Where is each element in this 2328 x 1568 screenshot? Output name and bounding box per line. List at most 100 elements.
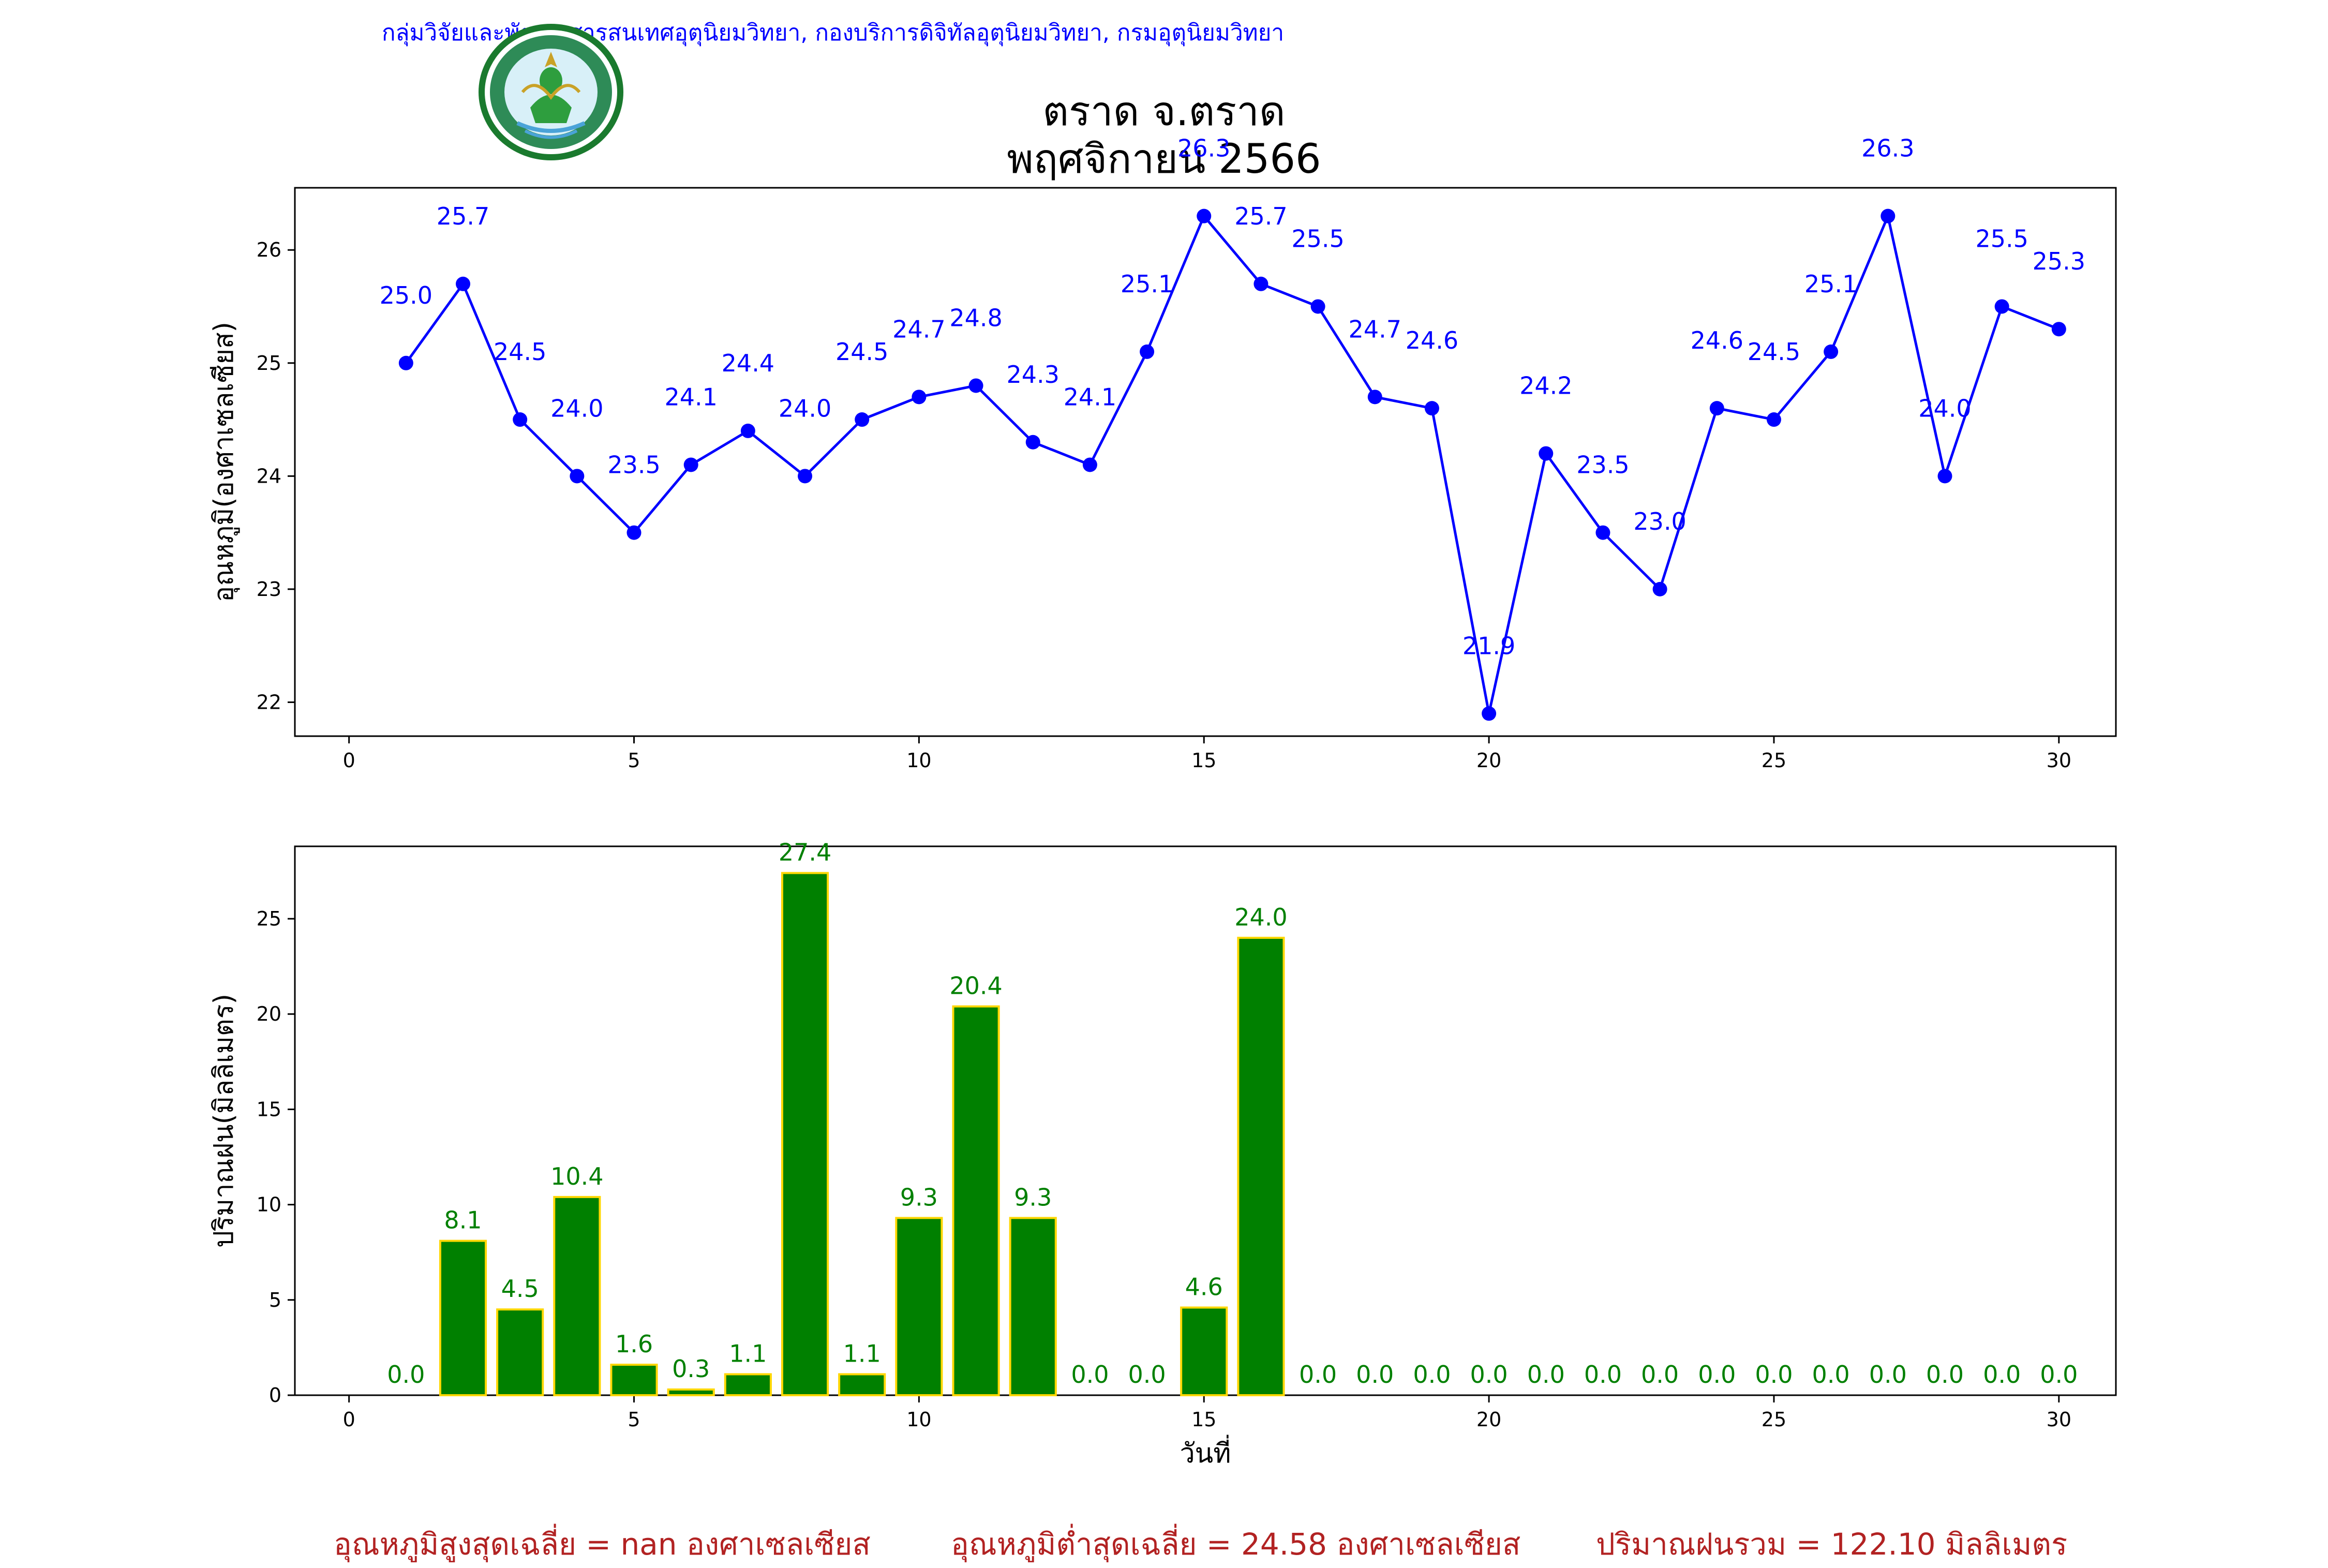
temperature-point xyxy=(855,412,870,427)
rainfall-data-label: 27.4 xyxy=(779,839,831,867)
rainfall-data-label: 0.0 xyxy=(1983,1361,2021,1388)
rainfall-data-label: 0.0 xyxy=(2040,1361,2078,1388)
y-axis-label: อุณหภูมิ(องศาเซลเซียส) xyxy=(208,322,240,602)
rainfall-bar xyxy=(781,872,829,1396)
footer-total-rain: ปริมาณฝนรวม = 122.10 มิลลิเมตร xyxy=(1596,1527,2068,1562)
x-tick-label: 5 xyxy=(628,1408,640,1431)
temperature-point xyxy=(2051,322,2066,337)
chart-title-month: พฤศจิกายน 2566 xyxy=(1007,136,1321,183)
temperature-data-label: 24.2 xyxy=(1519,372,1572,400)
temperature-point xyxy=(1881,208,1896,223)
temperature-data-label: 26.3 xyxy=(1861,135,1914,162)
temperature-point xyxy=(683,457,698,472)
x-axis-label: วันที่ xyxy=(1180,1435,1231,1469)
temperature-data-label: 25.5 xyxy=(1975,225,2028,252)
temperature-data-label: 24.4 xyxy=(722,349,774,377)
rainfall-data-label: 0.0 xyxy=(1128,1361,1166,1388)
temperature-data-label: 24.5 xyxy=(494,338,546,366)
temperature-data-label: 25.1 xyxy=(1121,270,1173,298)
temperature-point xyxy=(398,355,413,370)
x-tick-label: 20 xyxy=(1476,1408,1501,1431)
temperature-data-label: 24.1 xyxy=(1064,383,1116,411)
temperature-point xyxy=(740,423,755,438)
x-tick-label: 10 xyxy=(906,1408,931,1431)
summary-footer: อุณหภูมิสูงสุดเฉลี่ย = nan องศาเซลเซียส … xyxy=(0,1520,2328,1562)
y-tick-label: 15 xyxy=(257,1098,281,1121)
rainfall-data-label: 20.4 xyxy=(949,972,1002,999)
temperature-point xyxy=(1766,412,1781,427)
rainfall-data-label: 0.0 xyxy=(1299,1361,1337,1388)
temperature-point xyxy=(1367,390,1382,405)
chart-title: ตราด จ.ตราด พฤศจิกายน 2566 xyxy=(0,88,2328,183)
rainfall-data-label: 0.0 xyxy=(387,1361,425,1388)
temperature-point xyxy=(1824,344,1839,359)
y-tick-label: 25 xyxy=(257,907,281,930)
temperature-point xyxy=(1539,446,1554,461)
temperature-data-label: 23.5 xyxy=(1576,451,1629,479)
rainfall-bar xyxy=(1180,1306,1228,1396)
temperature-point xyxy=(1082,457,1097,472)
temperature-point xyxy=(1310,299,1325,314)
x-tick-label: 0 xyxy=(343,749,355,772)
rainfall-data-label: 24.0 xyxy=(1234,903,1287,931)
chart-title-station: ตราด จ.ตราด xyxy=(1042,88,1286,135)
temperature-chart: 0 5 10 15 20 25 30 22 23 24 25 26 อุณหภูมิ(องศาเซลเซ… xyxy=(208,135,2117,772)
temperature-data-label: 24.6 xyxy=(1406,326,1458,354)
rainfall-data-label: 1.1 xyxy=(729,1339,767,1367)
rainfall-data-label: 1.1 xyxy=(843,1339,881,1367)
x-tick-label: 30 xyxy=(2047,749,2071,772)
rainfall-data-label: 0.0 xyxy=(1584,1361,1622,1388)
footer-avg-max-temp: อุณหภูมิสูงสุดเฉลี่ย = nan องศาเซลเซียส xyxy=(334,1527,871,1562)
x-tick-label: 0 xyxy=(343,1408,355,1431)
temperature-data-label: 25.5 xyxy=(1291,225,1344,252)
rainfall-data-label: 0.0 xyxy=(1869,1361,1907,1388)
temperature-data-label: 25.0 xyxy=(380,281,432,309)
temperature-data-label: 24.1 xyxy=(664,383,717,411)
rainfall-data-label: 0.0 xyxy=(1926,1361,1964,1388)
rainfall-data-label: 9.3 xyxy=(900,1183,938,1211)
y-tick-label: 20 xyxy=(257,1003,281,1025)
temperature-point xyxy=(968,378,983,393)
y-tick-label: 26 xyxy=(257,238,281,261)
temperature-data-label: 21.9 xyxy=(1463,632,1515,660)
temperature-point xyxy=(1197,208,1212,223)
rainfall-bar xyxy=(1009,1217,1057,1397)
temperature-data-label: 23.5 xyxy=(607,451,660,479)
rainfall-data-label: 0.0 xyxy=(1812,1361,1850,1388)
temperature-point xyxy=(1025,435,1040,450)
rainfall-data-label: 0.0 xyxy=(1755,1361,1793,1388)
temperature-point xyxy=(1424,401,1439,416)
rainfall-bar xyxy=(1237,936,1285,1397)
y-tick-label: 0 xyxy=(269,1384,281,1407)
temperature-point xyxy=(570,469,585,484)
temperature-data-label: 24.0 xyxy=(779,394,831,422)
rainfall-bar xyxy=(496,1308,544,1396)
temperature-point xyxy=(1652,581,1667,596)
temperature-data-label: 25.7 xyxy=(1234,202,1287,230)
rainfall-data-label: 9.3 xyxy=(1014,1183,1052,1211)
temperature-point xyxy=(626,525,641,540)
y-tick-label: 10 xyxy=(257,1193,281,1216)
footer-avg-min-temp: อุณหภูมิต่ำสุดเฉลี่ย = 24.58 องศาเซลเซีย… xyxy=(951,1527,1521,1562)
rainfall-data-label: 4.6 xyxy=(1185,1273,1223,1301)
temperature-point xyxy=(1140,344,1155,359)
rainfall-bar xyxy=(553,1196,601,1396)
temperature-data-label: 23.0 xyxy=(1633,507,1686,535)
rainfall-bar xyxy=(838,1373,886,1396)
temperature-series-line xyxy=(405,212,2060,714)
rainfall-data-label: 8.1 xyxy=(444,1206,482,1234)
x-tick-label: 15 xyxy=(1191,749,1216,772)
temperature-point xyxy=(456,276,471,291)
x-tick-label: 25 xyxy=(1762,1408,1786,1431)
x-tick-label: 30 xyxy=(2047,1408,2071,1431)
rainfall-bar xyxy=(439,1240,487,1396)
temperature-data-label: 24.8 xyxy=(949,304,1002,332)
y-tick-label: 24 xyxy=(257,465,281,487)
temperature-data-label: 24.0 xyxy=(1918,394,1971,422)
x-tick-label: 5 xyxy=(628,749,640,772)
temperature-point xyxy=(798,469,813,484)
temperature-point xyxy=(1709,401,1724,416)
rainfall-data-label: 0.0 xyxy=(1641,1361,1679,1388)
x-tick-label: 20 xyxy=(1476,749,1501,772)
